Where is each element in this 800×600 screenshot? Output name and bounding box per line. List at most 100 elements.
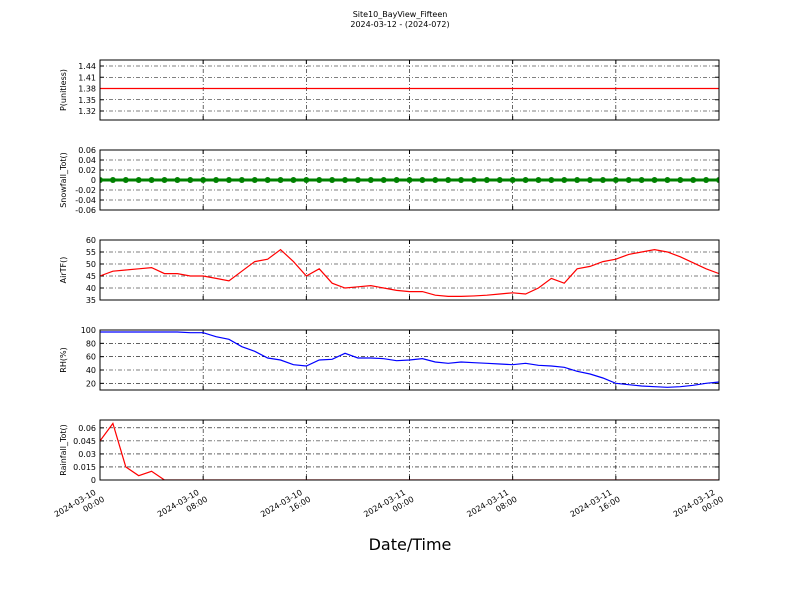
data-point <box>548 177 555 183</box>
y-tick-label: 55 <box>86 248 96 257</box>
y-tick-label: 1.35 <box>78 96 96 105</box>
y-tick-label: 40 <box>86 366 96 375</box>
y-tick-label: -0.04 <box>75 196 96 205</box>
axes-frame <box>99 149 720 211</box>
axes-frame <box>99 419 720 481</box>
x-axis-label: Date/Time <box>369 535 452 554</box>
data-point <box>458 177 465 183</box>
y-tick-label: 100 <box>81 326 96 335</box>
data-point <box>367 177 374 183</box>
data-point <box>587 177 594 183</box>
figure-subtitle: 2024-03-12 - (2024-072) <box>350 20 449 29</box>
data-point <box>509 177 516 183</box>
data-point <box>393 177 400 183</box>
data-point <box>599 177 606 183</box>
y-tick-label: 80 <box>86 339 96 348</box>
data-point <box>625 177 632 183</box>
data-point <box>354 177 361 183</box>
y-tick-label: 45 <box>86 272 96 281</box>
data-point <box>470 177 477 183</box>
y-tick-label: 1.41 <box>78 73 96 82</box>
y-axis-label: P(unitless) <box>59 69 68 111</box>
data-point <box>574 177 581 183</box>
data-point <box>109 177 116 183</box>
y-tick-label: 60 <box>86 353 96 362</box>
x-tick-label: 2024-03-1000:00 <box>53 486 106 528</box>
data-point <box>316 177 323 183</box>
y-tick-label: 0.06 <box>78 424 96 433</box>
data-point <box>445 177 452 183</box>
data-point <box>638 177 645 183</box>
axes-frame <box>99 239 720 301</box>
data-point <box>290 177 297 183</box>
data-point <box>200 177 207 183</box>
data-point <box>277 177 284 183</box>
y-tick-label: 50 <box>86 260 96 269</box>
plot-area <box>100 331 719 388</box>
data-point <box>174 177 181 183</box>
y-tick-label: 0 <box>91 176 96 185</box>
x-tick-label: 2024-03-1016:00 <box>259 486 312 528</box>
data-point <box>251 177 258 183</box>
data-line <box>100 248 719 297</box>
data-point <box>122 177 129 183</box>
axes-frame <box>99 59 720 121</box>
data-point <box>406 177 413 183</box>
data-point <box>690 177 697 183</box>
data-point <box>303 177 310 183</box>
y-tick-label: -0.02 <box>75 186 96 195</box>
data-point <box>135 177 142 183</box>
y-tick-label: 0.045 <box>73 437 96 446</box>
y-axis-label: RH(%) <box>59 347 68 372</box>
y-tick-label: 40 <box>86 284 96 293</box>
data-point <box>225 177 232 183</box>
data-point <box>651 177 658 183</box>
x-tick-label: 2024-03-1200:00 <box>672 486 725 528</box>
y-tick-label: 1.38 <box>78 85 96 94</box>
data-point <box>496 177 503 183</box>
y-axis-label: Rainfall_Tot() <box>59 424 68 476</box>
data-point <box>522 177 529 183</box>
y-tick-label: 1.44 <box>78 62 96 71</box>
x-tick-label: 2024-03-1116:00 <box>569 486 622 528</box>
y-tick-label: 1.32 <box>78 107 96 116</box>
plot-area <box>100 248 719 297</box>
data-point <box>716 177 719 183</box>
y-tick-label: 0.02 <box>78 166 96 175</box>
y-axis-label: AirTF() <box>59 257 68 284</box>
data-point <box>703 177 710 183</box>
y-axis-label: Snowfall_Tot() <box>59 152 68 208</box>
y-tick-label: 35 <box>86 296 96 305</box>
x-tick-label: 2024-03-1108:00 <box>465 486 518 528</box>
data-point <box>561 177 568 183</box>
data-point <box>238 177 245 183</box>
y-tick-label: 0.04 <box>78 156 96 165</box>
y-tick-label: 0.03 <box>78 450 96 459</box>
data-point <box>612 177 619 183</box>
data-point <box>664 177 671 183</box>
y-tick-label: 0.015 <box>73 463 96 472</box>
data-point <box>342 177 349 183</box>
x-tick-label: 2024-03-1008:00 <box>156 486 209 528</box>
y-tick-label: 20 <box>86 379 96 388</box>
data-point <box>213 177 220 183</box>
data-point <box>329 177 336 183</box>
data-point <box>264 177 271 183</box>
y-tick-label: 0 <box>91 476 96 485</box>
plot-area <box>100 177 719 183</box>
data-point <box>419 177 426 183</box>
data-point <box>161 177 168 183</box>
data-point <box>432 177 439 183</box>
x-tick-label: 2024-03-1100:00 <box>362 486 415 528</box>
data-line <box>100 331 719 388</box>
data-point <box>483 177 490 183</box>
y-tick-label: -0.06 <box>75 206 96 215</box>
data-point <box>148 177 155 183</box>
figure-title: Site10_BayView_Fifteen <box>353 10 448 19</box>
data-point <box>100 177 103 183</box>
data-point <box>677 177 684 183</box>
axes-frame <box>99 329 720 391</box>
y-tick-label: 0.06 <box>78 146 96 155</box>
data-point <box>535 177 542 183</box>
